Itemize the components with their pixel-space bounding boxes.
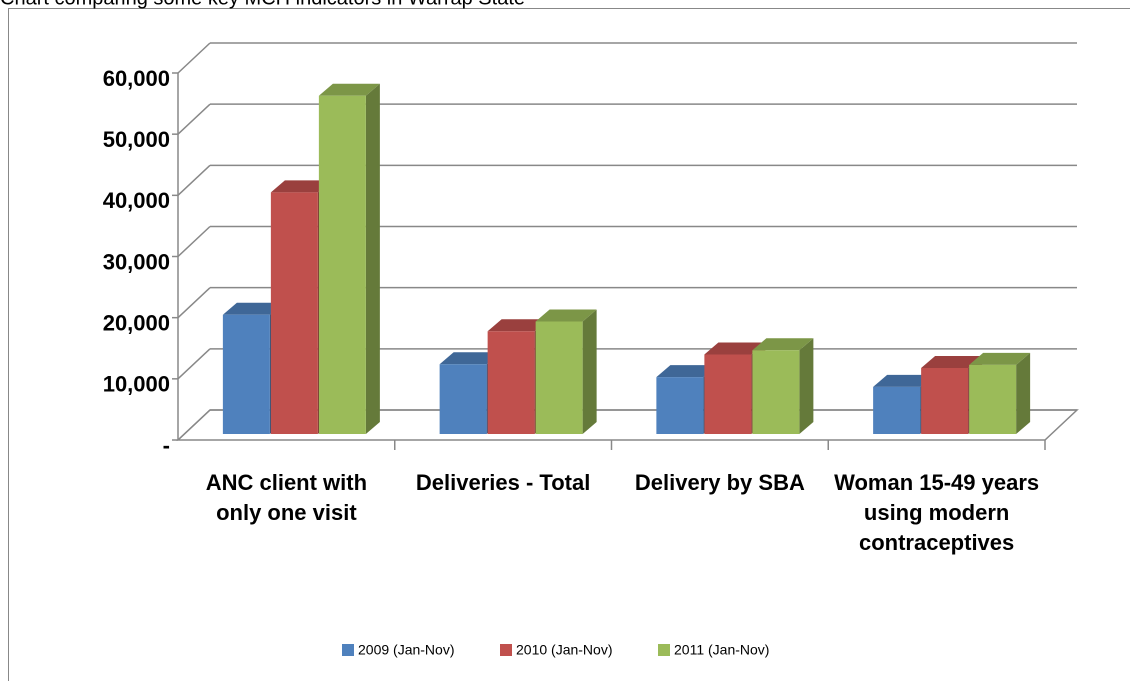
x-tick-label: Deliveries - Total xyxy=(415,470,591,495)
legend-label: 2011 (Jan-Nov) xyxy=(674,642,769,658)
bar-top xyxy=(969,352,1031,365)
bar-side xyxy=(799,338,814,434)
bar-top xyxy=(752,338,814,351)
bar-front xyxy=(222,314,270,434)
bar xyxy=(535,309,597,434)
legend-swatch xyxy=(500,644,512,656)
bar-front xyxy=(921,367,969,434)
x-tick-label: Woman 15-49 years using modern contracep… xyxy=(834,470,1040,555)
bar-front xyxy=(752,350,800,434)
y-tick-label: - xyxy=(163,433,170,458)
grid-line xyxy=(177,409,211,441)
x-tick-label: Delivery by SBA xyxy=(634,470,805,495)
bar-top xyxy=(873,374,935,387)
legend-swatch xyxy=(342,644,354,656)
y-tick-label: 30,000 xyxy=(103,249,170,274)
bar-top xyxy=(487,319,549,332)
y-tick-label: 20,000 xyxy=(103,310,170,335)
bar-front xyxy=(873,386,921,434)
bar-top xyxy=(222,302,284,315)
bar-top xyxy=(270,180,332,193)
bar-side xyxy=(365,83,380,434)
bar-top xyxy=(439,352,501,365)
bar-top xyxy=(656,365,718,378)
chart-title: Chart comparing some key MCH indicators … xyxy=(0,0,525,9)
legend-label: 2010 (Jan-Nov) xyxy=(516,642,613,658)
bar-front xyxy=(270,192,318,434)
bar-front xyxy=(656,377,704,434)
bar-front xyxy=(439,364,487,434)
grid-line xyxy=(177,42,211,74)
bar-front xyxy=(704,354,752,434)
bar-top xyxy=(318,83,380,96)
y-tick-label: 60,000 xyxy=(103,66,170,91)
y-tick-label: 40,000 xyxy=(103,188,170,213)
bar xyxy=(318,83,380,434)
grid-line xyxy=(177,225,211,258)
legend-swatch xyxy=(658,644,670,656)
bar-front xyxy=(969,364,1017,434)
y-tick-label: 50,000 xyxy=(103,127,170,152)
bar xyxy=(752,338,814,434)
bar-top xyxy=(921,355,983,368)
bar-top xyxy=(535,309,597,322)
legend-label: 2009 (Jan-Nov) xyxy=(358,642,455,658)
bar-side xyxy=(582,309,597,434)
bar xyxy=(969,352,1031,434)
grid-line xyxy=(177,103,211,135)
y-tick-label: 10,000 xyxy=(103,372,170,397)
bar-top xyxy=(704,342,766,355)
x-tick-label: ANC client with only one visit xyxy=(205,470,368,525)
bar-front xyxy=(318,95,366,434)
bar-front xyxy=(535,321,583,434)
bar-side xyxy=(1016,352,1031,434)
bar-front xyxy=(487,331,535,434)
grid-line xyxy=(177,348,211,380)
grid-line xyxy=(177,287,211,319)
grid-line xyxy=(177,164,211,196)
